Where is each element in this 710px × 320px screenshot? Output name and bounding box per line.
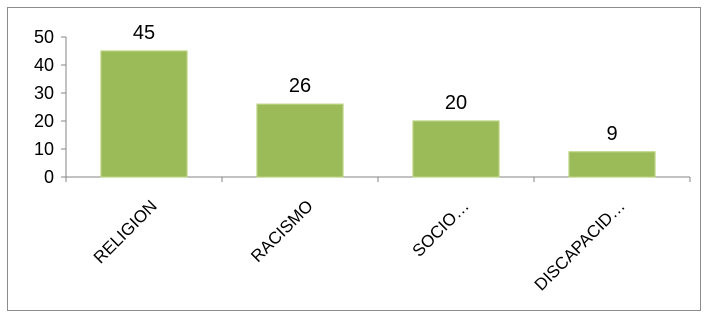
y-tick-label: 0 (44, 167, 54, 187)
y-tick-label: 40 (34, 55, 54, 75)
x-axis (65, 176, 691, 182)
x-tick-label: RACISMO (247, 196, 317, 266)
data-label: 20 (445, 92, 467, 114)
bar-religion (100, 50, 188, 178)
category-labels: RELIGION RACISMO SOCIO… DISCAPACID… (90, 196, 629, 294)
bar-socio (412, 120, 500, 178)
bars (100, 50, 656, 178)
y-tick-label: 10 (34, 139, 54, 159)
x-tick-label: RELIGION (90, 196, 161, 267)
y-axis: 0 10 20 30 40 50 (34, 27, 67, 187)
x-tick-label: DISCAPACID… (531, 196, 629, 294)
y-tick-label: 20 (34, 111, 54, 131)
value-labels: 45 26 20 9 (133, 22, 618, 145)
y-tick-label: 50 (34, 27, 54, 47)
data-label: 26 (289, 75, 311, 97)
data-label: 9 (606, 123, 617, 145)
y-tick-label: 30 (34, 83, 54, 103)
data-label: 45 (133, 22, 155, 44)
x-tick-label: SOCIO… (409, 196, 473, 260)
bar-discapacid (568, 151, 656, 178)
bar-racismo (256, 103, 344, 178)
